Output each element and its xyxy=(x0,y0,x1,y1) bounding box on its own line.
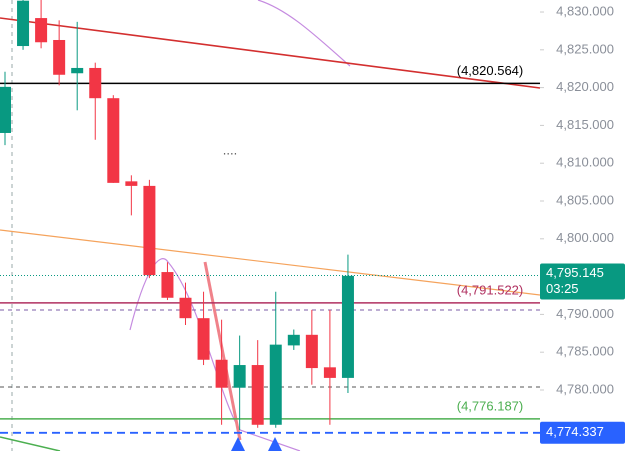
marker-price-box xyxy=(540,421,625,444)
candle-body xyxy=(197,318,210,360)
candle-body xyxy=(179,297,192,319)
trend-line xyxy=(0,17,540,89)
candle-body xyxy=(53,39,66,75)
candle-body xyxy=(233,365,246,388)
ellipsis: .... xyxy=(223,142,237,157)
candle-body xyxy=(143,185,156,276)
y-tick-label: 4,780.000 xyxy=(556,381,614,396)
candle-body xyxy=(251,365,264,425)
indicator-curve xyxy=(257,0,351,67)
candle-body xyxy=(17,0,30,47)
current-price-box xyxy=(540,263,625,300)
price-line-label: (4,791.522) xyxy=(457,282,524,297)
candle-body xyxy=(341,275,354,378)
indicator-curve xyxy=(129,258,301,451)
y-tick-label: 4,790.000 xyxy=(556,306,614,321)
candle-body xyxy=(71,67,84,74)
candle-body xyxy=(287,334,300,346)
trend-line xyxy=(0,229,540,296)
candle-body xyxy=(125,181,138,186)
trend-line xyxy=(0,436,61,451)
countdown-label: 03:25 xyxy=(546,281,579,296)
candle-body xyxy=(161,272,174,298)
candle-body xyxy=(269,344,282,425)
candle-body xyxy=(89,67,102,99)
candle-body xyxy=(35,18,48,43)
y-tick-label: 4,800.000 xyxy=(556,230,614,245)
current-price-label: 4,795.145 xyxy=(546,265,604,280)
y-tick-label: 4,815.000 xyxy=(556,117,614,132)
price-line-label: (4,820.564) xyxy=(457,63,524,78)
y-tick-label: 4,830.000 xyxy=(556,3,614,18)
signal-marker xyxy=(231,437,282,451)
candle-body xyxy=(215,359,228,388)
candle-body xyxy=(0,86,11,133)
marker-price-label: 4,774.337 xyxy=(546,424,604,439)
candle-body xyxy=(305,334,318,369)
y-tick-label: 4,820.000 xyxy=(556,79,614,94)
y-tick-label: 4,810.000 xyxy=(556,155,614,170)
candle-body xyxy=(323,367,336,378)
price-line-label: (4,776.187) xyxy=(457,398,524,413)
trend-line xyxy=(203,261,242,441)
candle-body xyxy=(107,98,120,183)
y-tick-label: 4,805.000 xyxy=(556,192,614,207)
y-tick-label: 4,825.000 xyxy=(556,41,614,56)
drawings: .... xyxy=(0,0,540,451)
y-tick-label: 4,785.000 xyxy=(556,344,614,359)
plot-area xyxy=(0,0,540,434)
